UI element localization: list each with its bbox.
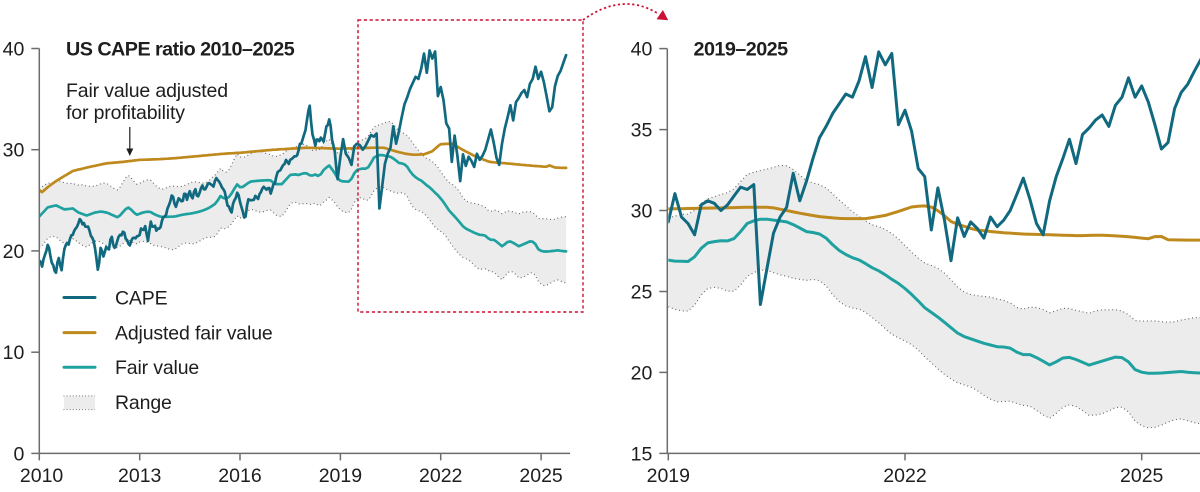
svg-text:20: 20 [631,362,653,384]
svg-text:Fair value adjusted: Fair value adjusted [66,80,228,102]
svg-text:2019–2025: 2019–2025 [694,39,789,61]
svg-text:20: 20 [3,241,25,263]
svg-text:2025: 2025 [1120,465,1164,487]
svg-text:30: 30 [3,140,25,162]
svg-text:15: 15 [631,443,653,465]
svg-text:Fair value: Fair value [115,357,199,379]
svg-text:for profitability: for profitability [66,102,185,124]
svg-text:2019: 2019 [647,465,690,487]
svg-text:2022: 2022 [883,465,926,487]
svg-text:2013: 2013 [118,465,161,487]
svg-text:Range: Range [115,392,172,414]
svg-text:2019: 2019 [319,465,362,487]
svg-text:US CAPE ratio 2010–2025: US CAPE ratio 2010–2025 [66,39,295,61]
svg-text:2010: 2010 [20,465,64,487]
svg-text:Adjusted fair value: Adjusted fair value [115,323,273,345]
svg-text:2022: 2022 [419,465,462,487]
svg-text:10: 10 [3,342,25,364]
svg-text:40: 40 [3,39,25,61]
svg-text:CAPE: CAPE [115,288,168,310]
svg-text:25: 25 [631,282,653,304]
svg-text:2025: 2025 [519,465,563,487]
svg-text:40: 40 [631,39,653,61]
svg-text:2016: 2016 [218,465,261,487]
svg-text:35: 35 [631,120,653,142]
svg-text:30: 30 [631,201,653,223]
svg-text:0: 0 [13,443,24,465]
